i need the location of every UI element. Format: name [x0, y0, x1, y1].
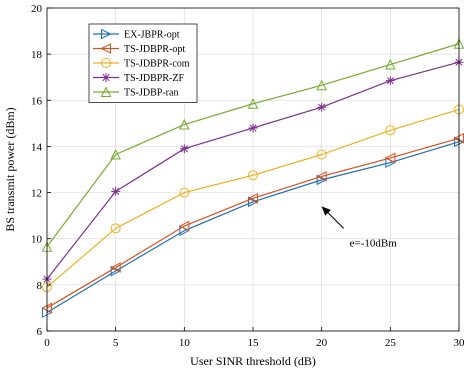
annotation-arrowhead: [321, 206, 331, 216]
data-point: [385, 125, 396, 136]
legend-item: EX-JBPR-opt: [93, 28, 180, 41]
y-tick-label: 6: [37, 326, 43, 338]
legend-label: TS-JDBPR-ZF: [124, 73, 184, 84]
legend-label: TS-JDBP-ran: [124, 88, 178, 99]
x-tick-label: 10: [179, 337, 191, 349]
legend-item: TS-JDBPR-opt: [93, 43, 185, 55]
data-point: [385, 58, 396, 70]
legend-marker: [101, 58, 111, 68]
data-point: [248, 196, 259, 208]
data-point: [316, 174, 328, 186]
y-tick-label: 14: [31, 141, 43, 153]
legend: EX-JBPR-opt TS-JDBPR-opt TS-JDBPR-com TS-JD…: [88, 23, 198, 103]
data-point: [248, 123, 258, 133]
legend-item: TS-JDBPR-ZF: [93, 73, 184, 84]
data-point: [179, 187, 190, 198]
y-tick-label: 8: [37, 280, 43, 292]
data-point: [178, 220, 190, 232]
y-axis-label: BS transmit power (dBm): [3, 107, 17, 231]
data-point: [317, 102, 327, 112]
legend-item: TS-JDBP-ran: [93, 86, 178, 99]
y-tick-label: 20: [31, 3, 43, 15]
legend-marker: [100, 43, 111, 54]
y-tick-label: 12: [31, 188, 42, 200]
data-point: [248, 170, 258, 181]
data-point: [110, 262, 121, 273]
x-tick-label: 25: [385, 337, 397, 349]
data-point: [247, 193, 258, 204]
data-point: [111, 186, 121, 196]
data-point: [110, 265, 122, 277]
x-tick-label: 0: [44, 337, 50, 349]
series-line: [46, 141, 460, 314]
annotation-text: e=-10dBm: [350, 237, 398, 249]
y-tick-label: 10: [31, 234, 43, 246]
x-tick-label: 20: [316, 337, 328, 349]
legend-marker: [100, 86, 112, 97]
data-point: [179, 118, 190, 130]
legend-label: TS-JDBPR-opt: [124, 44, 185, 55]
data-point: [110, 148, 121, 160]
data-point: [316, 171, 327, 182]
annotation: e=-10dBm: [321, 206, 398, 249]
legend-marker: [101, 73, 111, 82]
y-tick-label: 18: [31, 49, 43, 61]
data-point: [247, 98, 259, 109]
x-tick-label: 15: [248, 337, 260, 349]
series-line: [46, 137, 460, 309]
series-line: [46, 43, 460, 248]
annotation-arrow: [325, 210, 345, 229]
data-point: [384, 152, 396, 164]
axis-ticks: 0 5 10 15 20 25 30 6 8 10 12 14 16 18 20: [31, 3, 464, 349]
data-point: [385, 76, 395, 86]
data-point: [316, 79, 327, 91]
legend-label: EX-JBPR-opt: [124, 30, 180, 41]
legend-marker: [101, 28, 112, 40]
y-tick-label: 16: [31, 95, 43, 107]
x-tick-label: 30: [454, 337, 464, 349]
legend-item: TS-JDBPR-com: [93, 58, 190, 70]
series-line: [46, 108, 460, 288]
data-point: [316, 149, 327, 160]
data-point: [179, 144, 189, 154]
legend-label: TS-JDBPR-com: [124, 59, 190, 70]
x-axis-label: User SINR threshold (dB): [190, 354, 316, 368]
x-tick-label: 5: [113, 337, 119, 349]
data-point: [110, 223, 121, 234]
